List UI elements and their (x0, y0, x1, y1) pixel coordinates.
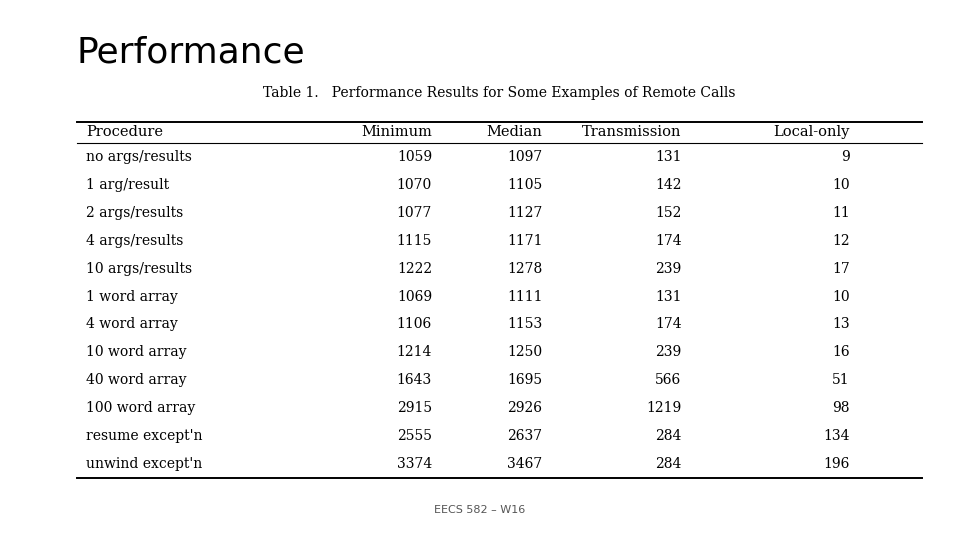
Text: 1214: 1214 (396, 346, 432, 359)
Text: 17: 17 (832, 262, 850, 275)
Text: 1 arg/result: 1 arg/result (86, 178, 170, 192)
Text: 1643: 1643 (396, 373, 432, 387)
Text: 131: 131 (655, 289, 682, 303)
Text: 1219: 1219 (646, 401, 682, 415)
Text: 4 args/results: 4 args/results (86, 234, 183, 248)
Text: 10 word array: 10 word array (86, 346, 187, 359)
Text: Procedure: Procedure (86, 125, 163, 139)
Text: Minimum: Minimum (361, 125, 432, 139)
Text: 2637: 2637 (507, 429, 542, 443)
Text: Performance: Performance (77, 35, 305, 69)
Text: 284: 284 (656, 457, 682, 471)
Text: 239: 239 (656, 262, 682, 275)
Text: 1 word array: 1 word array (86, 289, 179, 303)
Text: 1097: 1097 (507, 150, 542, 164)
Text: 174: 174 (655, 318, 682, 332)
Text: resume except'n: resume except'n (86, 429, 203, 443)
Text: 10: 10 (832, 289, 850, 303)
Text: 1695: 1695 (507, 373, 542, 387)
Text: 1171: 1171 (507, 234, 542, 248)
Text: 12: 12 (832, 234, 850, 248)
Text: 51: 51 (832, 373, 850, 387)
Text: 1127: 1127 (507, 206, 542, 220)
Text: 40 word array: 40 word array (86, 373, 187, 387)
Text: 1077: 1077 (396, 206, 432, 220)
Text: 100 word array: 100 word array (86, 401, 196, 415)
Text: Table 1.   Performance Results for Some Examples of Remote Calls: Table 1. Performance Results for Some Ex… (263, 86, 735, 100)
Text: 1115: 1115 (396, 234, 432, 248)
Text: 1111: 1111 (507, 289, 542, 303)
Text: Transmission: Transmission (582, 125, 682, 139)
Text: 16: 16 (832, 346, 850, 359)
Text: 239: 239 (656, 346, 682, 359)
Text: 1069: 1069 (396, 289, 432, 303)
Text: 2 args/results: 2 args/results (86, 206, 183, 220)
Text: 11: 11 (832, 206, 850, 220)
Text: 1059: 1059 (396, 150, 432, 164)
Text: 566: 566 (656, 373, 682, 387)
Text: unwind except'n: unwind except'n (86, 457, 203, 471)
Text: 10: 10 (832, 178, 850, 192)
Text: 1070: 1070 (396, 178, 432, 192)
Text: 1278: 1278 (507, 262, 542, 275)
Text: 1106: 1106 (396, 318, 432, 332)
Text: 9: 9 (841, 150, 850, 164)
Text: 196: 196 (824, 457, 850, 471)
Text: 142: 142 (655, 178, 682, 192)
Text: 134: 134 (823, 429, 850, 443)
Text: 174: 174 (655, 234, 682, 248)
Text: 1105: 1105 (507, 178, 542, 192)
Text: 3467: 3467 (507, 457, 542, 471)
Text: EECS 582 – W16: EECS 582 – W16 (434, 505, 526, 515)
Text: 131: 131 (655, 150, 682, 164)
Text: Median: Median (487, 125, 542, 139)
Text: 3374: 3374 (396, 457, 432, 471)
Text: 1250: 1250 (507, 346, 542, 359)
Text: 1153: 1153 (507, 318, 542, 332)
Text: 98: 98 (832, 401, 850, 415)
Text: 2915: 2915 (396, 401, 432, 415)
Text: 1222: 1222 (396, 262, 432, 275)
Text: 2926: 2926 (508, 401, 542, 415)
Text: 152: 152 (656, 206, 682, 220)
Text: Local-only: Local-only (773, 125, 850, 139)
Text: 4 word array: 4 word array (86, 318, 179, 332)
Text: 2555: 2555 (397, 429, 432, 443)
Text: 284: 284 (656, 429, 682, 443)
Text: no args/results: no args/results (86, 150, 192, 164)
Text: 10 args/results: 10 args/results (86, 262, 193, 275)
Text: 13: 13 (832, 318, 850, 332)
